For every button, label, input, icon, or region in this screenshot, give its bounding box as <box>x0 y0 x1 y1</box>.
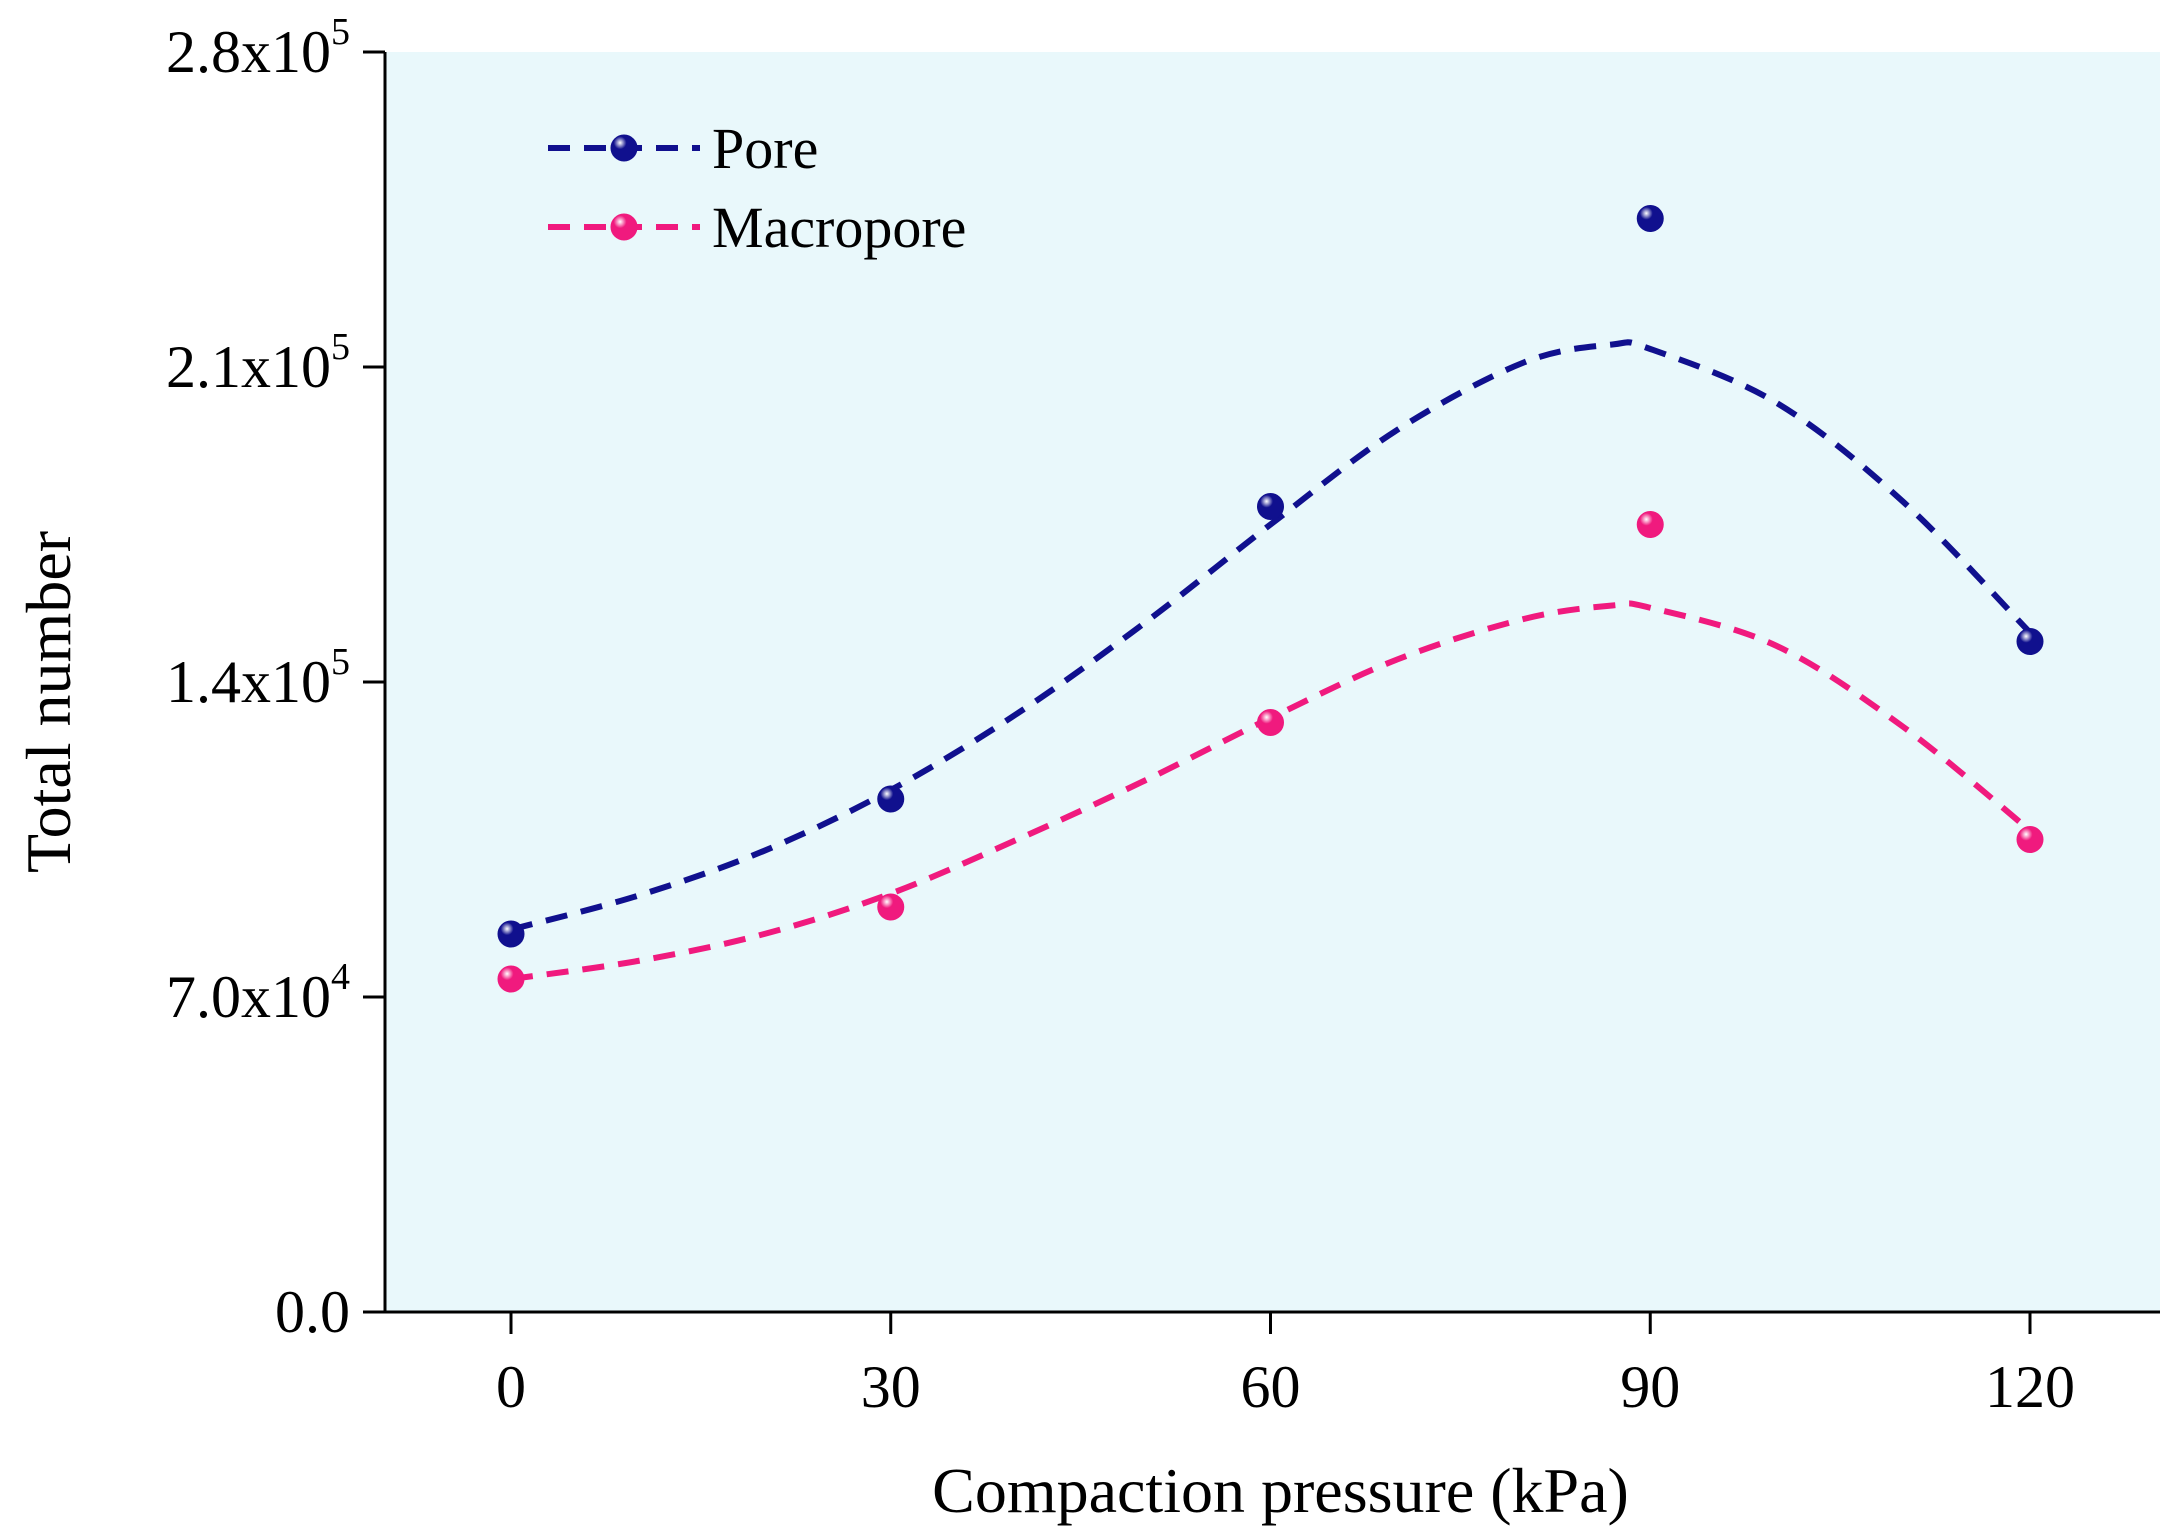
data-point-macropore <box>2016 826 2044 853</box>
data-point-pore <box>497 920 525 948</box>
x-tick-label: 60 <box>1241 1354 1301 1420</box>
legend-label-pore: Pore <box>712 116 818 181</box>
plot-area <box>385 52 2160 1312</box>
y-axis-title: Total number <box>13 531 84 873</box>
x-axis-title: Compaction pressure (kPa) <box>932 1455 1629 1526</box>
y-tick-label: 2.8x105 <box>166 11 350 85</box>
data-point-pore <box>1636 205 1664 232</box>
data-point-macropore <box>1636 511 1664 538</box>
legend-label-macropore: Macropore <box>712 195 966 260</box>
legend: Pore Macropore <box>548 116 966 260</box>
y-tick-label: 0.0 <box>275 1279 350 1345</box>
data-point-macropore <box>1257 709 1284 736</box>
fit-curve-macropore <box>510 600 2032 982</box>
x-tick-label: 30 <box>861 1354 921 1420</box>
legend-marker-pore <box>610 134 638 162</box>
x-tick-label: 90 <box>1620 1354 1680 1420</box>
data-point-macropore <box>877 893 905 921</box>
data-point-pore <box>877 785 905 813</box>
data-point-macropore <box>497 965 525 993</box>
legend-marker-macropore <box>610 213 638 241</box>
x-tick-label: 0 <box>496 1354 526 1420</box>
data-point-pore <box>1257 493 1284 520</box>
fit-curve-pore <box>510 339 2033 933</box>
data-point-pore <box>2016 628 2044 655</box>
x-tick-label: 120 <box>1985 1354 2075 1420</box>
y-tick-label: 2.1x105 <box>166 326 350 400</box>
y-tick-label: 1.4x105 <box>166 641 350 715</box>
y-tick-label: 7.0x104 <box>166 956 350 1030</box>
